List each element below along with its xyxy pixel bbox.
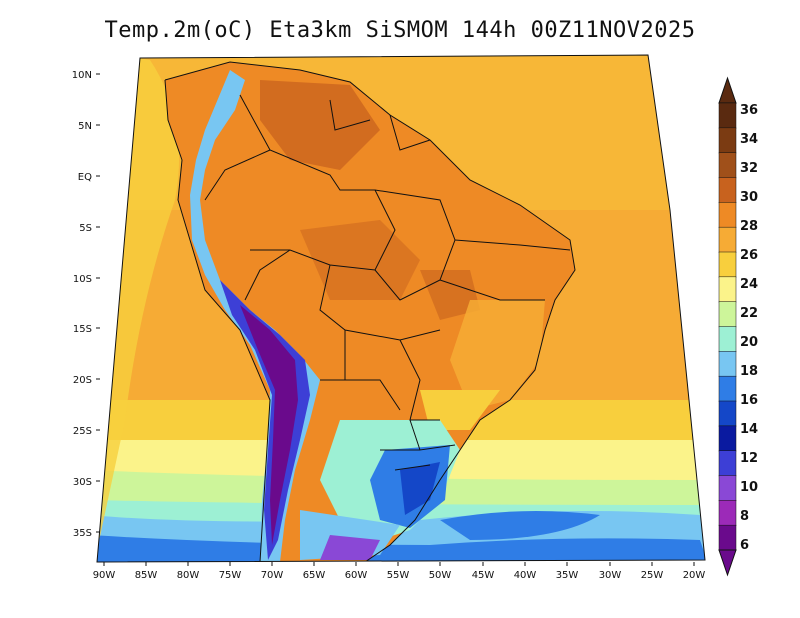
colorbar-label-16: 16 [740, 393, 758, 408]
colorbar-segment [718, 351, 737, 377]
colorbar-segment [718, 326, 737, 353]
lat-label-15s: 15S [73, 324, 92, 335]
lat-label-30s: 30S [73, 477, 92, 488]
colorbar-segment [718, 400, 737, 427]
lon-label-25w: 25W [641, 570, 664, 581]
colorbar-label-36: 36 [740, 103, 758, 118]
colorbar-segment [718, 177, 737, 204]
colorbar-segment [718, 276, 737, 303]
colorbar-segment [718, 450, 737, 477]
lon-label-30w: 30W [599, 570, 622, 581]
lon-label-40w: 40W [514, 570, 537, 581]
lon-label-45w: 45W [472, 570, 495, 581]
country-borders [204, 94, 571, 471]
colorbar-top-cap [718, 76, 737, 104]
colorbar: 36 34 32 30 28 26 24 22 20 18 16 14 12 1… [718, 76, 758, 577]
colorbar-bottom-cap [718, 549, 737, 577]
map-frame [96, 54, 706, 563]
colorbar-label-20: 20 [740, 335, 758, 350]
lon-label-20w: 20W [683, 570, 706, 581]
colorbar-label-14: 14 [740, 422, 758, 437]
colorbar-label-6: 6 [740, 538, 749, 553]
ocean-cold-patch [440, 511, 600, 540]
lon-label-35w: 35W [556, 570, 579, 581]
colorbar-label-26: 26 [740, 248, 758, 263]
andes-cold-band [220, 280, 310, 560]
colorbar-label-34: 34 [740, 132, 758, 147]
latitude-labels: 10N 5N EQ 5S 10S 15S 20S 25S 30S 35S [72, 70, 92, 539]
lat-label-eq: EQ [78, 172, 92, 183]
colorbar-segment [718, 102, 737, 129]
colorbar-segment [718, 475, 737, 502]
lat-label-10n: 10N [72, 70, 92, 81]
lat-label-35s: 35S [73, 528, 92, 539]
colorbar-label-8: 8 [740, 509, 749, 524]
colorbar-labels: 36 34 32 30 28 26 24 22 20 18 16 14 12 1… [740, 103, 758, 553]
colorbar-segment [718, 524, 737, 551]
colorbar-segment [718, 226, 737, 253]
colorbar-segment [718, 152, 737, 179]
longitude-labels: 90W 85W 80W 75W 70W 65W 60W 55W 50W 45W … [93, 570, 706, 581]
colorbar-label-30: 30 [740, 190, 758, 205]
map-title: Temp.2m(oC) Eta3km SiSMOM 144h 00Z11NOV2… [104, 18, 696, 43]
lat-label-10s: 10S [73, 274, 92, 285]
colorbar-segment [718, 301, 737, 328]
lon-label-70w: 70W [261, 570, 284, 581]
latitude-axis [96, 73, 100, 533]
temperature-field [97, 55, 705, 562]
colorbar-segment [718, 127, 737, 154]
lat-label-25s: 25S [73, 426, 92, 437]
lon-label-75w: 75W [219, 570, 242, 581]
colorbar-segment [718, 425, 737, 452]
lat-label-20s: 20S [73, 375, 92, 386]
lon-label-65w: 65W [303, 570, 326, 581]
lon-label-50w: 50W [429, 570, 452, 581]
andes-coldest-band [240, 305, 298, 545]
continent-land [165, 62, 575, 562]
lat-label-5s: 5S [79, 223, 92, 234]
lon-label-80w: 80W [177, 570, 200, 581]
hot-patch-north [260, 80, 380, 170]
colorbar-label-24: 24 [740, 277, 758, 292]
lon-label-90w: 90W [93, 570, 116, 581]
colorbar-label-32: 32 [740, 161, 758, 176]
colorbar-label-18: 18 [740, 364, 758, 379]
lon-label-60w: 60W [345, 570, 368, 581]
longitude-axis [103, 562, 695, 566]
colorbar-label-12: 12 [740, 451, 758, 466]
colorbar-label-10: 10 [740, 480, 758, 495]
east-coast-warm [450, 300, 545, 410]
lon-label-55w: 55W [387, 570, 410, 581]
colorbar-label-28: 28 [740, 219, 758, 234]
colorbar-segment [718, 251, 737, 278]
colorbar-segment [718, 375, 737, 402]
coastline [164, 61, 576, 562]
colorbar-label-22: 22 [740, 306, 758, 321]
lon-label-85w: 85W [135, 570, 158, 581]
lat-label-5n: 5N [78, 121, 92, 132]
patagonia-cold [320, 535, 380, 560]
colorbar-segment [718, 202, 737, 228]
colorbar-segment [718, 500, 737, 526]
colorbar-segments [718, 102, 737, 551]
south-colder-core [400, 462, 440, 515]
